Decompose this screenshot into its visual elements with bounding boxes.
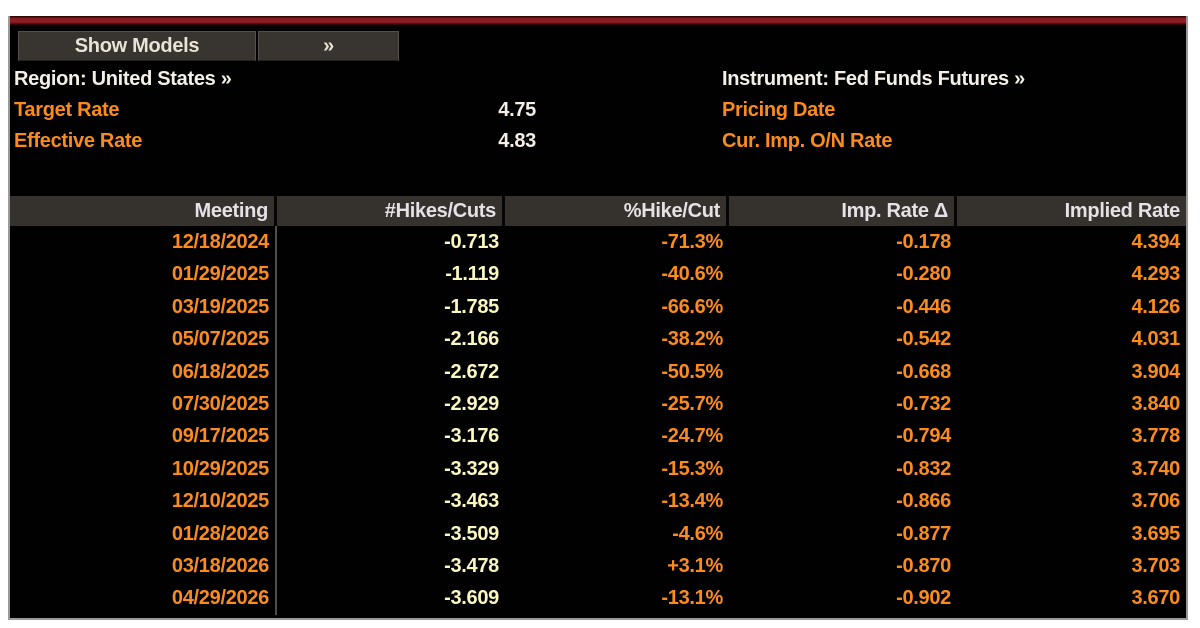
cell-hike-cut: -25.7% bbox=[661, 392, 723, 415]
top-red-divider-bar bbox=[10, 16, 1186, 25]
cell-hike-cut: +3.1% bbox=[667, 554, 723, 577]
cell-hike-cut: -71.3% bbox=[661, 231, 723, 253]
cell-meeting: 09/17/2025 bbox=[10, 420, 277, 453]
column-header-hike-cut: %Hike/Cut bbox=[505, 196, 729, 226]
table-row[interactable]: 12/18/2024 -0.713 -71.3% -0.178 4.394 bbox=[10, 226, 1186, 259]
table-row[interactable]: 03/18/2026 -3.478 +3.1% -0.870 3.703 bbox=[10, 549, 1186, 583]
table-row[interactable]: 03/19/2025 -1.785 -66.6% -0.446 4.126 bbox=[10, 290, 1186, 324]
table-row[interactable]: 05/07/2025 -2.166 -38.2% -0.542 4.031 bbox=[10, 323, 1186, 356]
toolbar: Show Models » bbox=[18, 31, 399, 61]
table-row[interactable]: 12/10/2025 -3.463 -13.4% -0.866 3.706 bbox=[10, 485, 1186, 518]
effective-rate-row: Effective Rate 4.83 bbox=[14, 130, 536, 153]
cell-imp-rate: -0.732 bbox=[896, 392, 951, 415]
cell-meeting: 01/28/2026 bbox=[10, 517, 277, 550]
cell-meeting: 05/07/2025 bbox=[10, 323, 277, 356]
table-row[interactable]: 01/28/2026 -3.509 -4.6% -0.877 3.695 bbox=[10, 517, 1186, 550]
cell-meeting: 12/10/2025 bbox=[10, 485, 277, 518]
cell-hike-cut: -15.3% bbox=[661, 457, 723, 480]
cell-implied-rate: 4.126 bbox=[1131, 295, 1180, 318]
column-header-hikes-cuts: #Hikes/Cuts bbox=[277, 196, 505, 226]
effective-rate-label: Effective Rate bbox=[14, 130, 143, 152]
cell-meeting: 03/18/2026 bbox=[10, 549, 277, 583]
cell-imp-rate: -0.280 bbox=[896, 263, 951, 286]
table-header-row: Meeting #Hikes/Cuts %Hike/Cut Imp. Rate Δ Im… bbox=[10, 196, 1186, 226]
expand-chevrons-button[interactable]: » bbox=[258, 31, 399, 61]
column-header-implied-rate: Implied Rate bbox=[957, 196, 1186, 226]
cur-imp-on-rate-label: Cur. Imp. O/N Rate bbox=[722, 130, 893, 152]
cell-hikes-cuts: -3.609 bbox=[444, 587, 499, 610]
cell-meeting: 03/19/2025 bbox=[10, 290, 277, 324]
terminal-window: Show Models » Region: United States » In… bbox=[8, 16, 1188, 620]
table-row[interactable]: 07/30/2025 -2.929 -25.7% -0.732 3.840 bbox=[10, 387, 1186, 421]
column-header-meeting: Meeting bbox=[10, 196, 277, 226]
cell-meeting: 10/29/2025 bbox=[10, 452, 277, 486]
cell-imp-rate: -0.877 bbox=[896, 522, 951, 545]
table-row[interactable]: 04/29/2026 -3.609 -13.1% -0.902 3.670 bbox=[10, 582, 1186, 615]
cell-hike-cut: -4.6% bbox=[672, 522, 723, 545]
table-row[interactable]: 10/29/2025 -3.329 -15.3% -0.832 3.740 bbox=[10, 452, 1186, 486]
cell-imp-rate: -0.866 bbox=[896, 490, 951, 513]
cell-hike-cut: -50.5% bbox=[661, 360, 723, 383]
cell-hikes-cuts: -3.329 bbox=[444, 457, 499, 480]
cell-implied-rate: 3.740 bbox=[1131, 457, 1180, 480]
cell-meeting: 01/29/2025 bbox=[10, 258, 277, 291]
pricing-date-label: Pricing Date bbox=[722, 99, 836, 121]
cell-implied-rate: 3.695 bbox=[1131, 522, 1180, 545]
target-rate-label: Target Rate bbox=[14, 99, 120, 121]
cell-imp-rate: -0.446 bbox=[896, 295, 951, 318]
cell-hikes-cuts: -3.509 bbox=[444, 522, 499, 545]
cell-hikes-cuts: -2.929 bbox=[444, 392, 499, 415]
cell-hikes-cuts: -2.672 bbox=[444, 360, 499, 383]
cell-imp-rate: -0.178 bbox=[896, 231, 951, 253]
cell-meeting: 07/30/2025 bbox=[10, 387, 277, 421]
target-rate-value: 4.75 bbox=[498, 99, 536, 121]
cell-implied-rate: 3.703 bbox=[1131, 554, 1180, 577]
cell-implied-rate: 4.394 bbox=[1131, 231, 1180, 253]
table-row[interactable]: 01/29/2025 -1.119 -40.6% -0.280 4.293 bbox=[10, 258, 1186, 291]
cell-implied-rate: 3.706 bbox=[1131, 490, 1180, 513]
cell-imp-rate: -0.794 bbox=[896, 425, 951, 448]
region-selector[interactable]: Region: United States » bbox=[14, 68, 232, 90]
column-header-imp-rate: Imp. Rate Δ bbox=[729, 196, 957, 226]
cell-hikes-cuts: -1.119 bbox=[445, 263, 499, 286]
cell-meeting: 06/18/2025 bbox=[10, 355, 277, 388]
show-models-button[interactable]: Show Models bbox=[18, 31, 256, 61]
instrument-selector[interactable]: Instrument: Fed Funds Futures » bbox=[722, 68, 1025, 90]
cell-hikes-cuts: -3.463 bbox=[444, 490, 499, 513]
cell-hike-cut: -13.1% bbox=[661, 587, 723, 610]
cell-hike-cut: -38.2% bbox=[661, 328, 723, 351]
cell-implied-rate: 3.670 bbox=[1131, 587, 1180, 610]
cell-implied-rate: 3.840 bbox=[1131, 392, 1180, 415]
cell-hikes-cuts: -0.713 bbox=[444, 231, 499, 253]
cell-implied-rate: 4.031 bbox=[1131, 328, 1180, 351]
cell-hikes-cuts: -3.478 bbox=[444, 554, 499, 577]
effective-rate-value: 4.83 bbox=[498, 130, 536, 152]
table-row[interactable]: 09/17/2025 -3.176 -24.7% -0.794 3.778 bbox=[10, 420, 1186, 453]
cell-meeting: 12/18/2024 bbox=[10, 226, 277, 259]
cell-imp-rate: -0.870 bbox=[896, 554, 951, 577]
cell-implied-rate: 3.778 bbox=[1131, 425, 1180, 448]
cell-hikes-cuts: -2.166 bbox=[444, 328, 499, 351]
cell-implied-rate: 3.904 bbox=[1131, 360, 1180, 383]
cell-hike-cut: -40.6% bbox=[661, 263, 723, 286]
cell-meeting: 04/29/2026 bbox=[10, 582, 277, 615]
table-body: 12/18/2024 -0.713 -71.3% -0.178 4.394 01/29/2… bbox=[10, 226, 1186, 615]
target-rate-row: Target Rate 4.75 bbox=[14, 99, 536, 122]
cell-hike-cut: -13.4% bbox=[661, 490, 723, 513]
cell-imp-rate: -0.668 bbox=[896, 360, 951, 383]
cell-implied-rate: 4.293 bbox=[1131, 263, 1180, 286]
cell-hikes-cuts: -1.785 bbox=[444, 295, 499, 318]
cell-hikes-cuts: -3.176 bbox=[444, 425, 499, 448]
cell-imp-rate: -0.902 bbox=[896, 587, 951, 610]
cell-hike-cut: -66.6% bbox=[661, 295, 723, 318]
cell-hike-cut: -24.7% bbox=[661, 425, 723, 448]
cell-imp-rate: -0.832 bbox=[896, 457, 951, 480]
cell-imp-rate: -0.542 bbox=[896, 328, 951, 351]
table-row[interactable]: 06/18/2025 -2.672 -50.5% -0.668 3.904 bbox=[10, 355, 1186, 388]
rate-probability-table: Meeting #Hikes/Cuts %Hike/Cut Imp. Rate Δ Im… bbox=[10, 196, 1186, 615]
